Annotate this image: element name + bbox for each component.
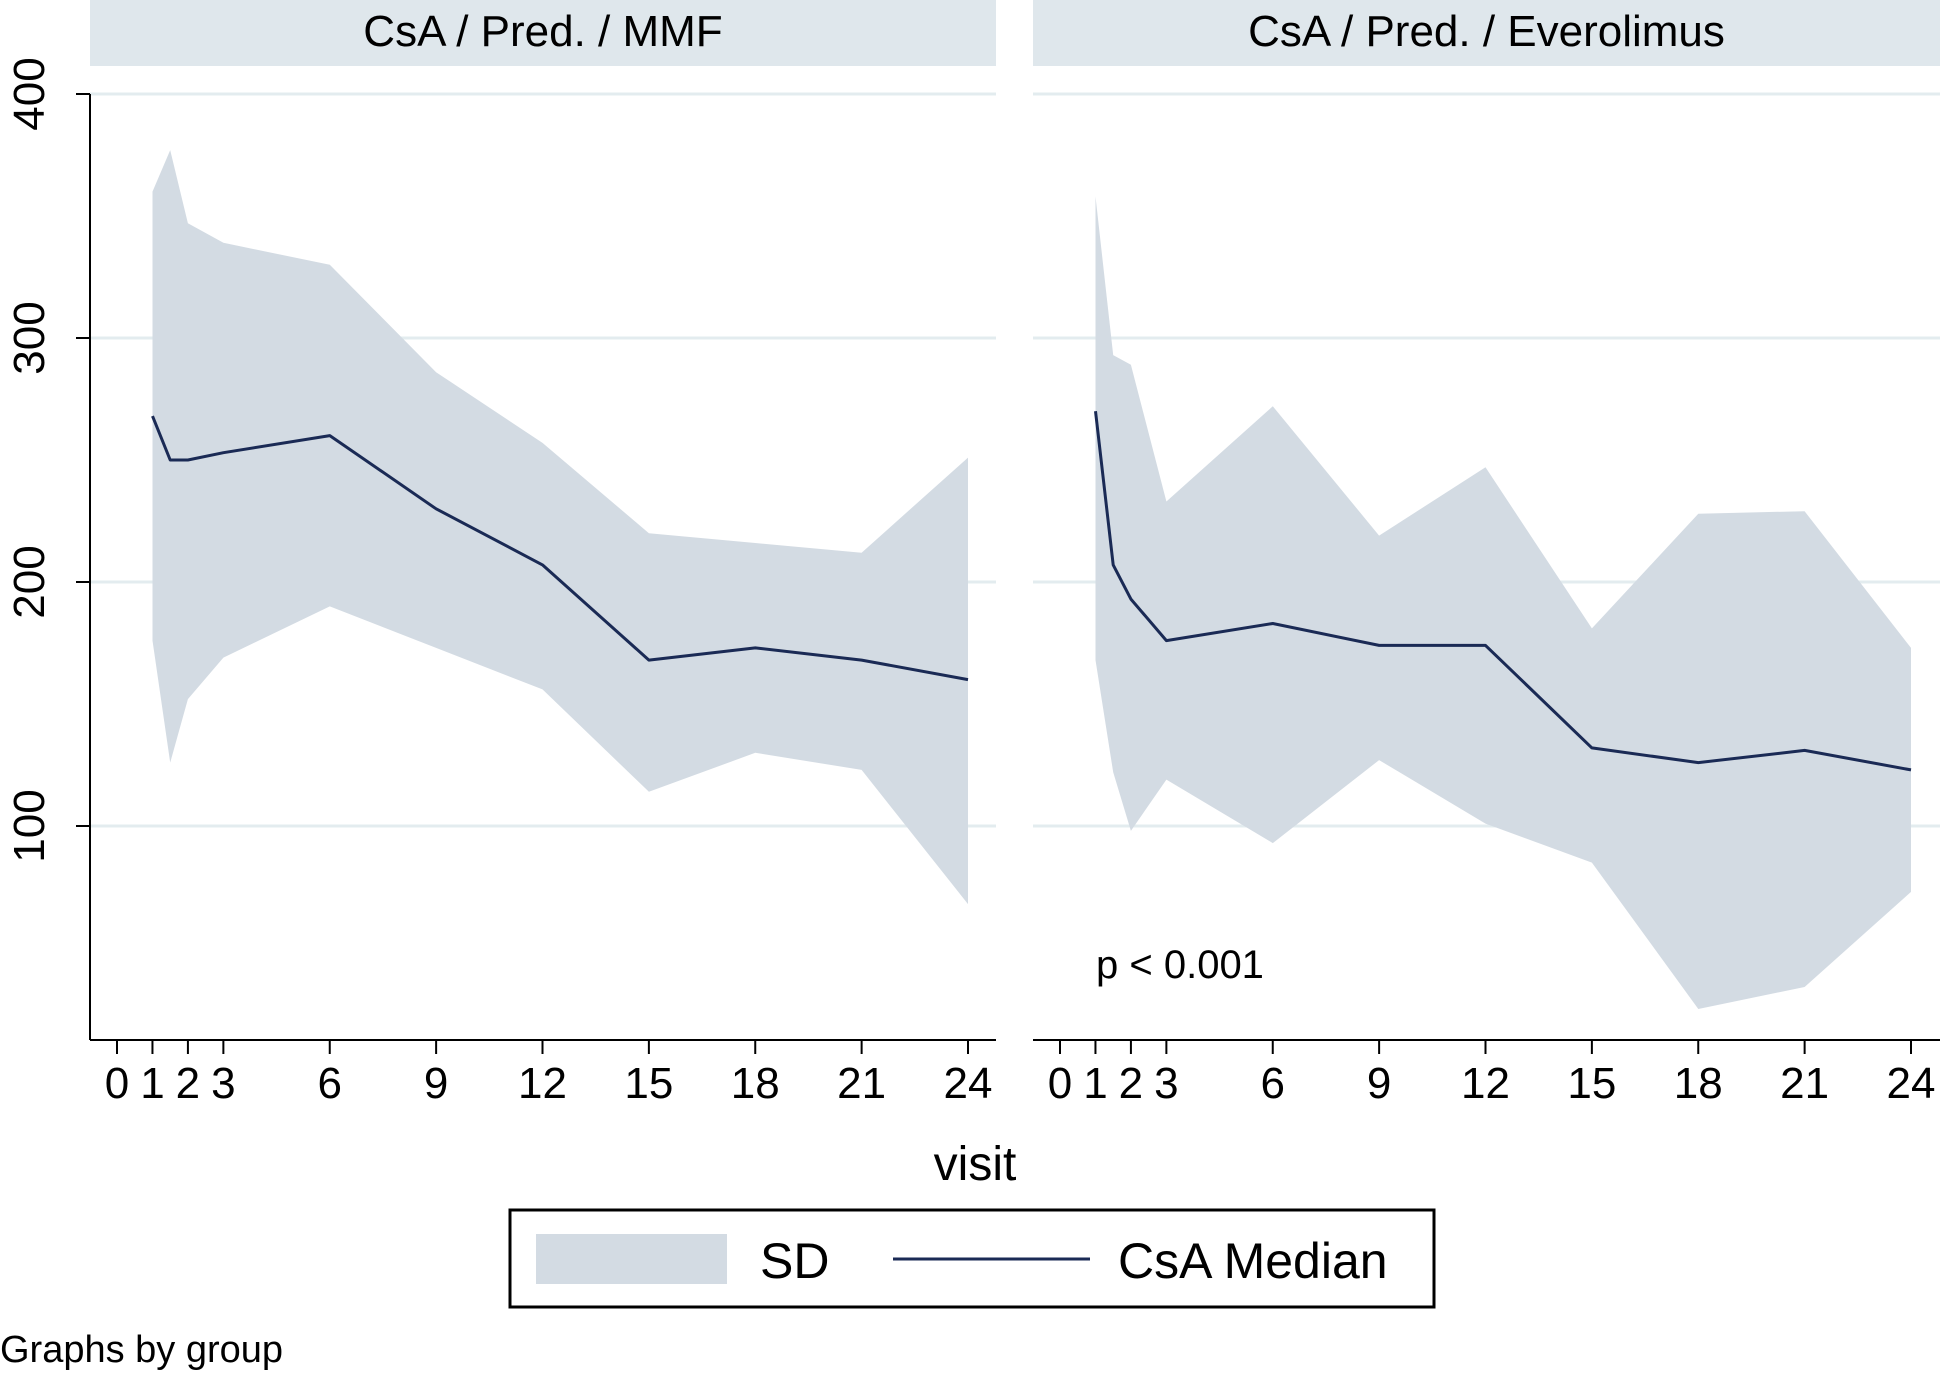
x-tick-label: 24 — [944, 1059, 993, 1108]
x-tick-label: 0 — [105, 1059, 129, 1108]
y-tick-label: 100 — [5, 789, 54, 862]
x-tick-label: 6 — [1261, 1059, 1285, 1108]
x-tick-label: 3 — [1154, 1059, 1178, 1108]
legend-sd-label: SD — [760, 1233, 829, 1289]
caption: Graphs by group — [0, 1329, 283, 1371]
y-tick-label: 300 — [5, 301, 54, 374]
x-tick-label: 6 — [318, 1059, 342, 1108]
x-tick-label: 18 — [1674, 1059, 1723, 1108]
x-tick-label: 1 — [1083, 1059, 1107, 1108]
x-tick-label: 9 — [424, 1059, 448, 1108]
x-tick-label: 2 — [176, 1059, 200, 1108]
x-tick-label: 0 — [1048, 1059, 1072, 1108]
panel-strip — [1033, 0, 1940, 66]
sd-band — [152, 150, 968, 905]
panel-title: CsA / Pred. / MMF — [363, 7, 722, 56]
median-line — [1094, 411, 1912, 772]
y-tick-label: 200 — [5, 545, 54, 618]
legend-median-label: CsA Median — [1118, 1233, 1388, 1289]
sd-band — [1095, 196, 1911, 1009]
x-axis-title: visit — [934, 1138, 1017, 1191]
panel-title: CsA / Pred. / Everolimus — [1248, 7, 1725, 56]
x-tick-label: 15 — [1567, 1059, 1616, 1108]
legend: SD CsA Median — [508, 1208, 1436, 1309]
x-tick-label: 9 — [1367, 1059, 1391, 1108]
x-tick-label: 12 — [518, 1059, 567, 1108]
x-tick-label: 15 — [624, 1059, 673, 1108]
x-tick-label: 18 — [731, 1059, 780, 1108]
y-tick-label: 400 — [5, 57, 54, 130]
x-tick-label: 1 — [140, 1059, 164, 1108]
x-tick-label: 24 — [1887, 1059, 1936, 1108]
x-tick-label: 12 — [1461, 1059, 1510, 1108]
x-tick-label: 3 — [211, 1059, 235, 1108]
x-tick-label: 2 — [1119, 1059, 1143, 1108]
x-tick-label: 21 — [837, 1059, 886, 1108]
median-line — [151, 415, 969, 682]
p-value-annotation: p < 0.001 — [1096, 943, 1264, 987]
panel-strip — [90, 0, 996, 66]
x-tick-label: 21 — [1780, 1059, 1829, 1108]
legend-sd-swatch — [536, 1234, 727, 1284]
